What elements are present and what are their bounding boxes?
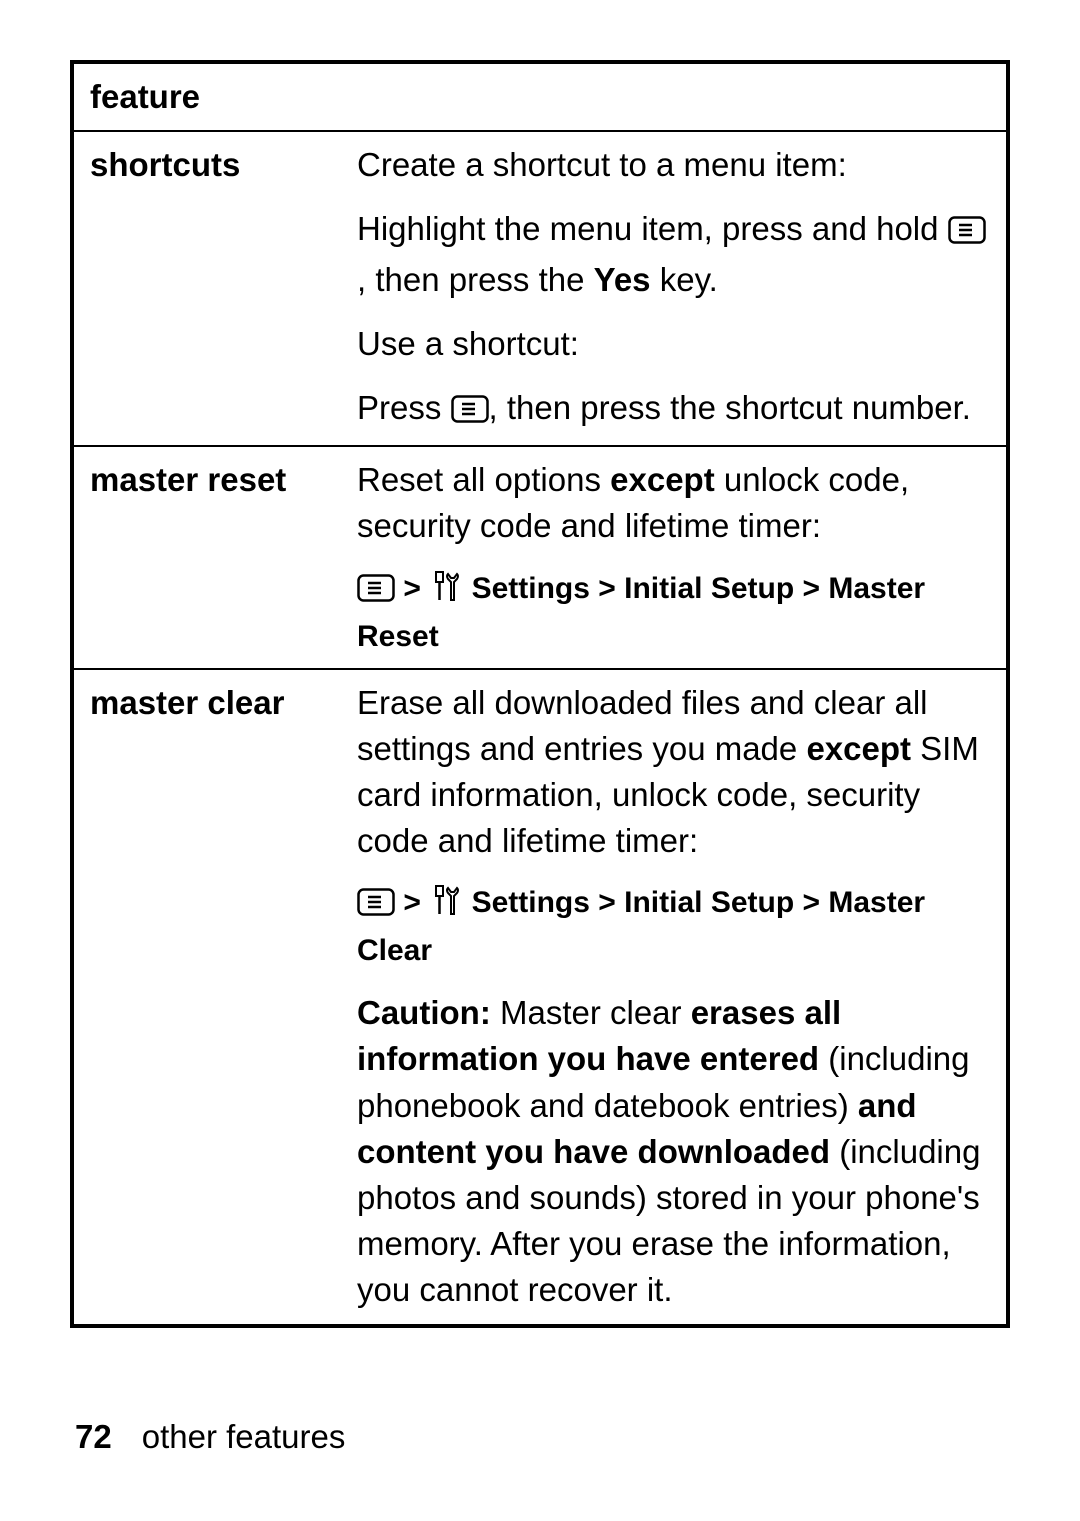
breadcrumb-separator: > [598, 886, 616, 919]
table-row: master clear Erase all downloaded files … [72, 669, 1008, 1326]
text: , then press the shortcut number. [489, 389, 971, 426]
menu-key-icon [357, 572, 395, 614]
table-row: master reset Reset all options except un… [72, 446, 1008, 668]
breadcrumb-separator: > [403, 572, 421, 605]
spacer [357, 303, 990, 321]
text: key. [651, 261, 718, 298]
caution-label: Caution: [357, 994, 491, 1031]
spacer [357, 367, 990, 385]
breadcrumb-separator: > [803, 572, 821, 605]
page: feature shortcuts Create a shortcut to a… [0, 0, 1080, 1521]
text: Highlight the menu item, press and hold [357, 210, 948, 247]
table-row: shortcuts Create a shortcut to a menu it… [72, 131, 1008, 446]
feature-table: feature shortcuts Create a shortcut to a… [70, 60, 1010, 1328]
text: Reset all options [357, 461, 610, 498]
feature-desc-shortcuts: Create a shortcut to a menu item: Highli… [341, 131, 1008, 446]
menu-key-icon [357, 886, 395, 928]
except-label: except [610, 461, 715, 498]
feature-name-master-clear: master clear [72, 669, 341, 1326]
text: , then press the [357, 261, 594, 298]
menu-key-icon [451, 389, 489, 435]
breadcrumb-separator: > [598, 572, 616, 605]
spacer [357, 188, 990, 206]
breadcrumb-separator: > [403, 886, 421, 919]
menu-key-icon [948, 210, 986, 256]
master-clear-caution: Caution: Master clear erases all informa… [357, 990, 990, 1313]
shortcuts-create-intro: Create a shortcut to a menu item: [357, 142, 990, 188]
nav-initial-setup: Initial Setup [624, 886, 794, 919]
nav-path-master-clear: > Settings > Initial Setup > Master Clea… [357, 882, 990, 972]
spacer [357, 864, 990, 882]
nav-settings: Settings [472, 572, 590, 605]
except-label: except [806, 730, 911, 767]
feature-desc-master-clear: Erase all downloaded files and clear all… [341, 669, 1008, 1326]
nav-settings: Settings [472, 886, 590, 919]
page-footer: 72 other features [75, 1418, 345, 1456]
section-title: other features [142, 1418, 346, 1455]
master-clear-text: Erase all downloaded files and clear all… [357, 680, 990, 865]
master-reset-text: Reset all options except unlock code, se… [357, 457, 990, 549]
shortcuts-use-intro: Use a shortcut: [357, 321, 990, 367]
breadcrumb-separator: > [803, 886, 821, 919]
settings-tools-icon [431, 570, 461, 616]
shortcuts-use-steps: Press , then press the shortcut number. [357, 385, 990, 435]
feature-desc-master-reset: Reset all options except unlock code, se… [341, 446, 1008, 668]
spacer [357, 972, 990, 990]
nav-initial-setup: Initial Setup [624, 572, 794, 605]
text: Master clear [491, 994, 691, 1031]
feature-name-shortcuts: shortcuts [72, 131, 341, 446]
table-header-row: feature [72, 62, 1008, 131]
yes-key-label: Yes [594, 261, 651, 298]
page-number: 72 [75, 1418, 112, 1455]
feature-name-master-reset: master reset [72, 446, 341, 668]
shortcuts-create-steps: Highlight the menu item, press and hold … [357, 206, 990, 302]
settings-tools-icon [431, 884, 461, 930]
nav-path-master-reset: > Settings > Initial Setup > Master Rese… [357, 568, 990, 658]
text: Press [357, 389, 451, 426]
column-header-feature: feature [72, 62, 1008, 131]
spacer [357, 550, 990, 568]
